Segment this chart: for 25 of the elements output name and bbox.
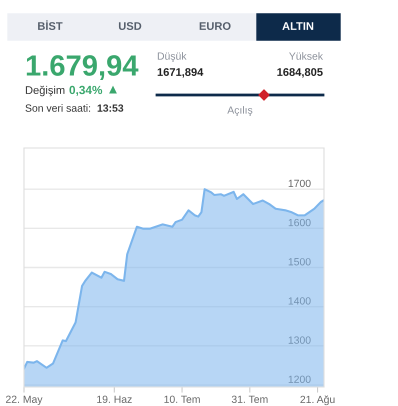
y-tick-label: 1200 (288, 376, 311, 383)
text: Değişim (26, 86, 64, 96)
text: USD (118, 22, 142, 30)
x-tick-label: 19. Haz (97, 396, 132, 403)
text: Son veri saati: (25, 104, 90, 112)
text: 1671,894 (158, 68, 204, 78)
text: BİST (38, 20, 63, 30)
x-tick-label: 22. May (6, 396, 43, 406)
y-tick-label: 1500 (288, 258, 311, 266)
text: Düşük (158, 52, 187, 62)
y-tick-label: 1700 (288, 180, 311, 188)
y-tick-label: 1300 (288, 336, 311, 344)
text: Yüksek (289, 52, 324, 60)
x-tick-label: 10. Tem (164, 396, 200, 403)
y-tick-label: 1400 (288, 297, 311, 305)
x-tick-label: 21. Ağu (300, 395, 335, 406)
x-tick-label: 31. Tem (232, 396, 268, 403)
text: ALTIN (282, 22, 314, 30)
text: Açılış (227, 106, 252, 116)
text: 1684,805 (277, 68, 323, 78)
text: EURO (200, 22, 231, 30)
y-tick-label: 1600 (288, 218, 311, 226)
text: 13:53 (98, 104, 124, 112)
text: 0,34% (69, 86, 102, 96)
text: 1.679,94 (26, 55, 138, 80)
